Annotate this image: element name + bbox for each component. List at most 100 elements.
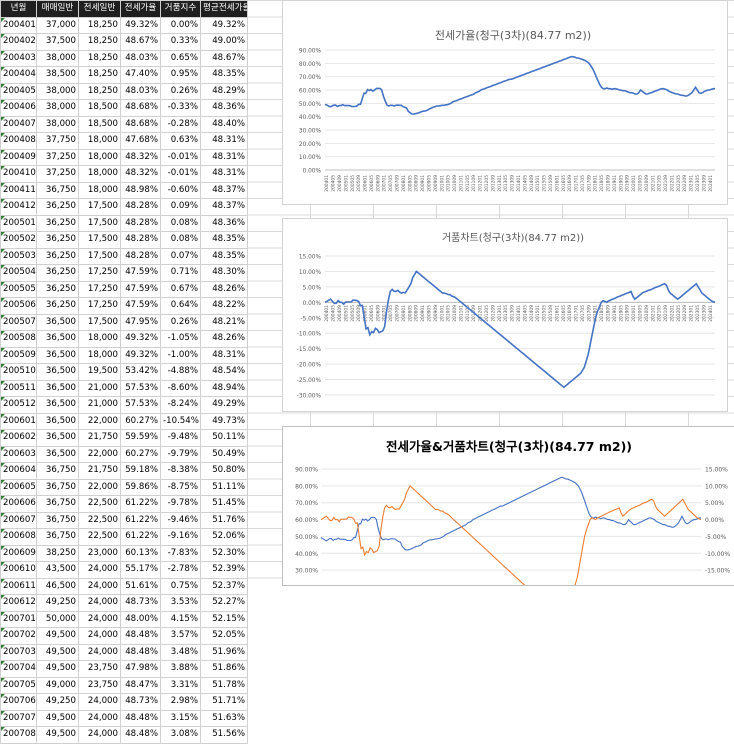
cell-sale-price[interactable]: 36,500 bbox=[36, 445, 79, 463]
cell-yearmonth[interactable]: 200408 bbox=[0, 132, 37, 150]
cell-jeonse-ratio[interactable]: 47.40% bbox=[120, 66, 161, 84]
cell-jeonse-price[interactable]: 18,250 bbox=[78, 33, 121, 51]
cell-bubble-index[interactable]: -9.46% bbox=[160, 511, 201, 529]
cell-yearmonth[interactable]: 200502 bbox=[0, 231, 37, 249]
header-jeonse-ratio[interactable]: 전세가율 bbox=[120, 0, 161, 18]
cell-jeonse-ratio[interactable]: 47.59% bbox=[120, 280, 161, 298]
cell-sale-price[interactable]: 37,250 bbox=[36, 148, 79, 166]
cell-jeonse-ratio[interactable]: 48.67% bbox=[120, 33, 161, 51]
cell-yearmonth[interactable]: 200701 bbox=[0, 610, 37, 628]
cell-avg-jeonse-ratio[interactable]: 50.49% bbox=[200, 445, 248, 463]
cell-bubble-index[interactable]: 3.53% bbox=[160, 594, 201, 612]
cell-sale-price[interactable]: 36,750 bbox=[36, 495, 79, 513]
cell-yearmonth[interactable]: 200407 bbox=[0, 115, 37, 133]
header-bubble-index[interactable]: 거품지수 bbox=[160, 0, 201, 18]
cell-jeonse-ratio[interactable]: 48.28% bbox=[120, 247, 161, 265]
cell-jeonse-price[interactable]: 22,500 bbox=[78, 511, 121, 529]
cell-sale-price[interactable]: 49,500 bbox=[36, 709, 79, 727]
cell-bubble-index[interactable]: -0.01% bbox=[160, 165, 201, 183]
cell-jeonse-price[interactable]: 18,000 bbox=[78, 132, 121, 150]
cell-jeonse-price[interactable]: 18,000 bbox=[78, 330, 121, 348]
cell-jeonse-price[interactable]: 24,000 bbox=[78, 577, 121, 595]
cell-yearmonth[interactable]: 200602 bbox=[0, 429, 37, 447]
cell-jeonse-ratio[interactable]: 47.59% bbox=[120, 297, 161, 315]
cell-jeonse-price[interactable]: 22,500 bbox=[78, 528, 121, 546]
cell-sale-price[interactable]: 37,500 bbox=[36, 33, 79, 51]
cell-avg-jeonse-ratio[interactable]: 52.30% bbox=[200, 544, 248, 562]
cell-sale-price[interactable]: 36,250 bbox=[36, 280, 79, 298]
cell-avg-jeonse-ratio[interactable]: 51.56% bbox=[200, 726, 248, 744]
cell-sale-price[interactable]: 36,500 bbox=[36, 313, 79, 331]
cell-jeonse-ratio[interactable]: 48.48% bbox=[120, 709, 161, 727]
cell-jeonse-ratio[interactable]: 57.53% bbox=[120, 379, 161, 397]
cell-bubble-index[interactable]: 0.65% bbox=[160, 49, 201, 67]
cell-sale-price[interactable]: 37,000 bbox=[36, 16, 79, 34]
cell-yearmonth[interactable]: 200403 bbox=[0, 49, 37, 67]
cell-avg-jeonse-ratio[interactable]: 48.36% bbox=[200, 99, 248, 117]
cell-avg-jeonse-ratio[interactable]: 48.94% bbox=[200, 379, 248, 397]
cell-yearmonth[interactable]: 200410 bbox=[0, 165, 37, 183]
cell-avg-jeonse-ratio[interactable]: 52.05% bbox=[200, 627, 248, 645]
cell-bubble-index[interactable]: 0.33% bbox=[160, 33, 201, 51]
cell-sale-price[interactable]: 38,000 bbox=[36, 82, 79, 100]
cell-avg-jeonse-ratio[interactable]: 49.29% bbox=[200, 396, 248, 414]
cell-jeonse-ratio[interactable]: 60.27% bbox=[120, 445, 161, 463]
cell-jeonse-ratio[interactable]: 48.28% bbox=[120, 198, 161, 216]
cell-yearmonth[interactable]: 200404 bbox=[0, 66, 37, 84]
cell-bubble-index[interactable]: 0.26% bbox=[160, 82, 201, 100]
cell-jeonse-price[interactable]: 18,000 bbox=[78, 165, 121, 183]
cell-avg-jeonse-ratio[interactable]: 51.78% bbox=[200, 676, 248, 694]
cell-yearmonth[interactable]: 200604 bbox=[0, 462, 37, 480]
cell-yearmonth[interactable]: 200504 bbox=[0, 264, 37, 282]
cell-jeonse-price[interactable]: 17,500 bbox=[78, 198, 121, 216]
cell-yearmonth[interactable]: 200702 bbox=[0, 627, 37, 645]
cell-jeonse-ratio[interactable]: 48.47% bbox=[120, 676, 161, 694]
cell-bubble-index[interactable]: 0.75% bbox=[160, 577, 201, 595]
cell-avg-jeonse-ratio[interactable]: 52.27% bbox=[200, 594, 248, 612]
cell-bubble-index[interactable]: -7.83% bbox=[160, 544, 201, 562]
cell-yearmonth[interactable]: 200704 bbox=[0, 660, 37, 678]
cell-sale-price[interactable]: 36,250 bbox=[36, 297, 79, 315]
cell-yearmonth[interactable]: 200508 bbox=[0, 330, 37, 348]
header-avg-jeonse-ratio[interactable]: 평균전세가율 bbox=[200, 0, 248, 18]
header-sale-price[interactable]: 매매일반 bbox=[36, 0, 79, 18]
cell-jeonse-price[interactable]: 22,000 bbox=[78, 478, 121, 496]
cell-jeonse-price[interactable]: 18,250 bbox=[78, 49, 121, 67]
cell-bubble-index[interactable]: 3.48% bbox=[160, 643, 201, 661]
cell-avg-jeonse-ratio[interactable]: 52.06% bbox=[200, 528, 248, 546]
cell-bubble-index[interactable]: -0.60% bbox=[160, 181, 201, 199]
cell-sale-price[interactable]: 37,750 bbox=[36, 132, 79, 150]
cell-avg-jeonse-ratio[interactable]: 48.37% bbox=[200, 198, 248, 216]
cell-sale-price[interactable]: 38,000 bbox=[36, 49, 79, 67]
cell-jeonse-ratio[interactable]: 48.48% bbox=[120, 643, 161, 661]
cell-bubble-index[interactable]: -9.48% bbox=[160, 429, 201, 447]
cell-yearmonth[interactable]: 200601 bbox=[0, 412, 37, 430]
cell-jeonse-price[interactable]: 17,500 bbox=[78, 247, 121, 265]
cell-jeonse-price[interactable]: 24,000 bbox=[78, 643, 121, 661]
cell-jeonse-ratio[interactable]: 48.68% bbox=[120, 99, 161, 117]
cell-bubble-index[interactable]: -0.33% bbox=[160, 99, 201, 117]
cell-jeonse-ratio[interactable]: 48.48% bbox=[120, 627, 161, 645]
cell-yearmonth[interactable]: 200503 bbox=[0, 247, 37, 265]
cell-bubble-index[interactable]: 3.31% bbox=[160, 676, 201, 694]
cell-bubble-index[interactable]: -10.54% bbox=[160, 412, 201, 430]
cell-jeonse-price[interactable]: 18,500 bbox=[78, 115, 121, 133]
cell-jeonse-price[interactable]: 17,250 bbox=[78, 297, 121, 315]
cell-jeonse-ratio[interactable]: 47.59% bbox=[120, 264, 161, 282]
cell-yearmonth[interactable]: 200708 bbox=[0, 726, 37, 744]
cell-yearmonth[interactable]: 200409 bbox=[0, 148, 37, 166]
cell-sale-price[interactable]: 36,500 bbox=[36, 363, 79, 381]
cell-jeonse-price[interactable]: 21,750 bbox=[78, 429, 121, 447]
cell-avg-jeonse-ratio[interactable]: 49.32% bbox=[200, 16, 248, 34]
cell-bubble-index[interactable]: -0.01% bbox=[160, 148, 201, 166]
cell-bubble-index[interactable]: 0.08% bbox=[160, 231, 201, 249]
cell-yearmonth[interactable]: 200610 bbox=[0, 561, 37, 579]
cell-jeonse-ratio[interactable]: 48.32% bbox=[120, 148, 161, 166]
cell-jeonse-ratio[interactable]: 61.22% bbox=[120, 511, 161, 529]
cell-yearmonth[interactable]: 200703 bbox=[0, 643, 37, 661]
cell-jeonse-price[interactable]: 23,000 bbox=[78, 544, 121, 562]
cell-yearmonth[interactable]: 200603 bbox=[0, 445, 37, 463]
cell-sale-price[interactable]: 38,000 bbox=[36, 99, 79, 117]
cell-jeonse-price[interactable]: 18,250 bbox=[78, 66, 121, 84]
cell-jeonse-price[interactable]: 22,000 bbox=[78, 445, 121, 463]
